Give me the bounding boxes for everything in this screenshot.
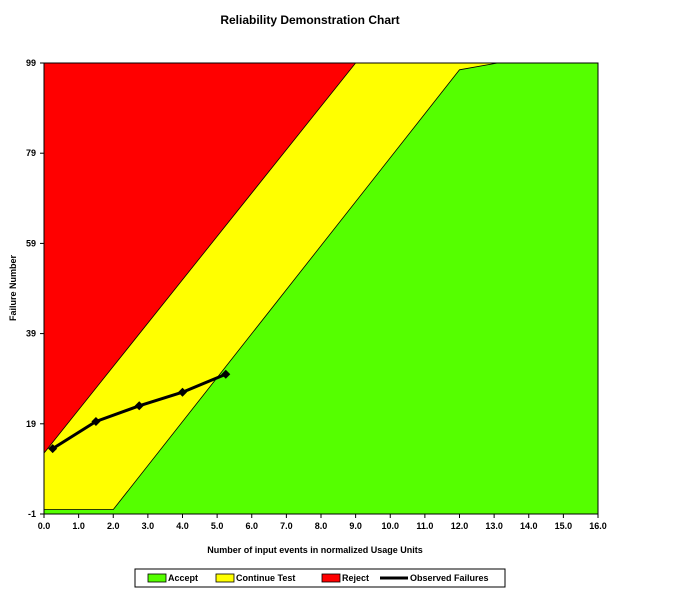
- x-tick-label: 8.0: [315, 521, 328, 531]
- y-tick-label: 39: [26, 329, 36, 339]
- x-tick-label: 15.0: [555, 521, 573, 531]
- legend-label: Accept: [168, 573, 198, 583]
- legend-box: [134, 568, 506, 588]
- accept-region: [44, 63, 598, 514]
- x-tick-label: 4.0: [176, 521, 189, 531]
- y-tick-label: 99: [26, 58, 36, 68]
- x-tick-label: 11.0: [416, 521, 433, 531]
- legend-swatch: [215, 573, 235, 583]
- reject-boundary-line: [43, 62, 356, 454]
- legend-swatch: [321, 573, 341, 583]
- x-tick-label: 1.0: [72, 521, 85, 531]
- x-tick-label: 0.0: [38, 521, 51, 531]
- observed-failure-point: [48, 444, 58, 454]
- x-axis-title: Number of input events in normalized Usa…: [207, 545, 423, 555]
- observed-failure-point: [221, 369, 231, 379]
- plot-area: [43, 62, 599, 515]
- x-tick-label: 16.0: [589, 521, 607, 531]
- y-tick-label: 59: [26, 238, 36, 248]
- observed-failure-point: [91, 417, 101, 427]
- x-tick-label: 9.0: [349, 521, 362, 531]
- x-tick-label: 13.0: [485, 521, 503, 531]
- x-tick-label: 6.0: [245, 521, 258, 531]
- legend-swatch: [147, 573, 167, 583]
- x-tick-label: 12.0: [451, 521, 469, 531]
- y-tick-label: 19: [26, 419, 36, 429]
- x-tick-label: 10.0: [381, 521, 399, 531]
- chart-title: Reliability Demonstration Chart: [220, 13, 399, 27]
- x-tick-label: 7.0: [280, 521, 293, 531]
- y-axis-title: Failure Number: [8, 254, 18, 321]
- legend: Accept Continue Test Reject Observed Failur…: [134, 568, 506, 588]
- y-tick-label: -1: [28, 509, 36, 519]
- legend-label: Observed Failures: [410, 573, 489, 583]
- legend-label: Continue Test: [236, 573, 295, 583]
- observed-failure-point: [134, 401, 144, 411]
- legend-label: Reject: [342, 573, 369, 583]
- x-tick-label: 5.0: [211, 521, 224, 531]
- x-tick-label: 2.0: [107, 521, 120, 531]
- x-tick-label: 14.0: [520, 521, 538, 531]
- x-tick-label: 3.0: [142, 521, 155, 531]
- y-tick-label: 79: [26, 148, 36, 158]
- observed-failure-point: [178, 387, 187, 397]
- accept-boundary-line: [44, 62, 498, 510]
- axes: 0.0 1.0 2.0 3.0 4.0 5.0 6.0 7.0 8.0 9.0 10.0 11.0 12…: [26, 58, 607, 531]
